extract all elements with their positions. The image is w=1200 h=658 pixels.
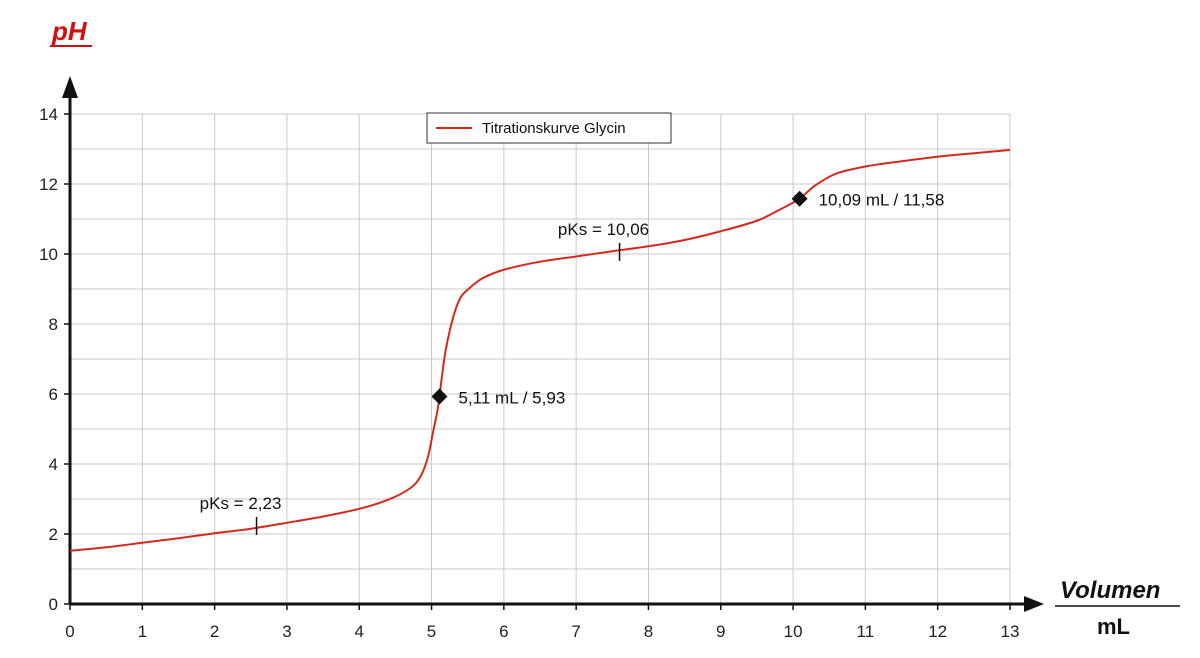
- x-tick-label: 13: [1001, 622, 1020, 641]
- equivalence-point-marker: [791, 190, 808, 207]
- axes: [62, 76, 1044, 612]
- x-tick-label: 5: [427, 622, 436, 641]
- x-axis-arrow: [1024, 596, 1044, 612]
- y-axis-title-group: pH: [50, 16, 92, 47]
- equivalence-point-label: 10,09 mL / 11,58: [819, 191, 945, 210]
- y-tick-label: 0: [49, 595, 58, 614]
- y-tick-label: 4: [49, 455, 58, 474]
- y-tick-label: 6: [49, 385, 58, 404]
- x-tick-label: 4: [354, 622, 363, 641]
- gridlines: [69, 113, 1011, 604]
- x-tick-label: 1: [138, 622, 147, 641]
- legend-label: Titrationskurve Glycin: [482, 120, 626, 137]
- y-axis-arrow: [62, 76, 78, 98]
- annotation-layer: 5,11 mL / 5,93 10,09 mL / 11,58 pKs = 2,23…: [200, 190, 945, 535]
- x-axis-title-group: Volumen mL: [1055, 577, 1180, 639]
- x-tick-label: 10: [784, 622, 803, 641]
- y-tick-label: 8: [49, 315, 58, 334]
- x-tick-label: 6: [499, 622, 508, 641]
- y-tick-label: 14: [39, 105, 58, 124]
- x-tick-label: 9: [716, 622, 725, 641]
- x-tick-label: 0: [65, 622, 74, 641]
- equivalence-point-marker: [431, 388, 448, 405]
- y-tick-label: 12: [39, 175, 58, 194]
- x-tick-label: 11: [857, 622, 875, 641]
- series-layer: [69, 149, 1011, 552]
- y-tick-label: 2: [49, 525, 58, 544]
- x-axis-title: Volumen: [1060, 577, 1160, 604]
- x-tick-label: 3: [282, 622, 291, 641]
- x-tick-label: 2: [210, 622, 219, 641]
- titration-curve-line: [69, 149, 1011, 552]
- x-tick-label: 12: [928, 622, 947, 641]
- x-tick-label: 8: [644, 622, 653, 641]
- legend: Titrationskurve Glycin: [426, 112, 672, 144]
- x-axis-unit: mL: [1097, 614, 1130, 639]
- pks-label: pKs = 2,23: [200, 494, 282, 513]
- pks-label: pKs = 10,06: [558, 220, 649, 239]
- x-tick-label: 7: [571, 622, 580, 641]
- y-tick-label: 10: [39, 245, 58, 264]
- y-axis-title: pH: [51, 16, 88, 46]
- equivalence-point-label: 5,11 mL / 5,93: [458, 388, 565, 407]
